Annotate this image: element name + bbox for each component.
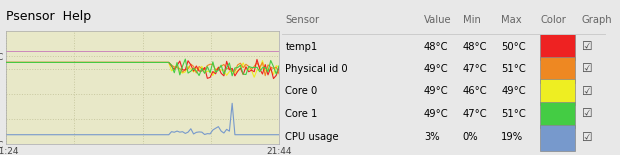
Text: 48°C: 48°C	[463, 42, 487, 51]
Text: Physical id 0: Physical id 0	[285, 64, 348, 74]
Text: Core 1: Core 1	[285, 109, 317, 119]
Text: Sensor: Sensor	[285, 15, 319, 25]
Text: Core 0: Core 0	[285, 86, 317, 96]
FancyBboxPatch shape	[540, 125, 575, 151]
Text: 50°C: 50°C	[502, 42, 526, 51]
Text: ☑: ☑	[582, 107, 593, 120]
Text: Graph: Graph	[582, 15, 613, 25]
Text: 47°C: 47°C	[463, 64, 487, 74]
Text: ☑: ☑	[582, 62, 593, 75]
Text: 49°C: 49°C	[502, 86, 526, 96]
Text: 49°C: 49°C	[424, 64, 449, 74]
Text: 46°C: 46°C	[463, 86, 487, 96]
Text: 47°C: 47°C	[463, 109, 487, 119]
Text: Max: Max	[502, 15, 522, 25]
Text: 49°C: 49°C	[424, 86, 449, 96]
Text: ☑: ☑	[582, 85, 593, 98]
Text: CPU usage: CPU usage	[285, 132, 339, 142]
Text: 0%: 0%	[463, 132, 478, 142]
Text: 51°C: 51°C	[502, 64, 526, 74]
Text: ☑: ☑	[582, 131, 593, 144]
FancyBboxPatch shape	[540, 79, 575, 105]
Text: Color: Color	[540, 15, 566, 25]
FancyBboxPatch shape	[540, 102, 575, 128]
Text: 48°C: 48°C	[424, 42, 448, 51]
Text: 19%: 19%	[502, 132, 523, 142]
Text: Value: Value	[424, 15, 451, 25]
Text: 3%: 3%	[424, 132, 440, 142]
Text: 49°C: 49°C	[424, 109, 449, 119]
FancyBboxPatch shape	[540, 57, 575, 83]
Text: Psensor  Help: Psensor Help	[6, 10, 91, 23]
FancyBboxPatch shape	[540, 34, 575, 60]
Text: ☑: ☑	[582, 40, 593, 53]
Text: Min: Min	[463, 15, 480, 25]
Text: temp1: temp1	[285, 42, 317, 51]
Text: 51°C: 51°C	[502, 109, 526, 119]
